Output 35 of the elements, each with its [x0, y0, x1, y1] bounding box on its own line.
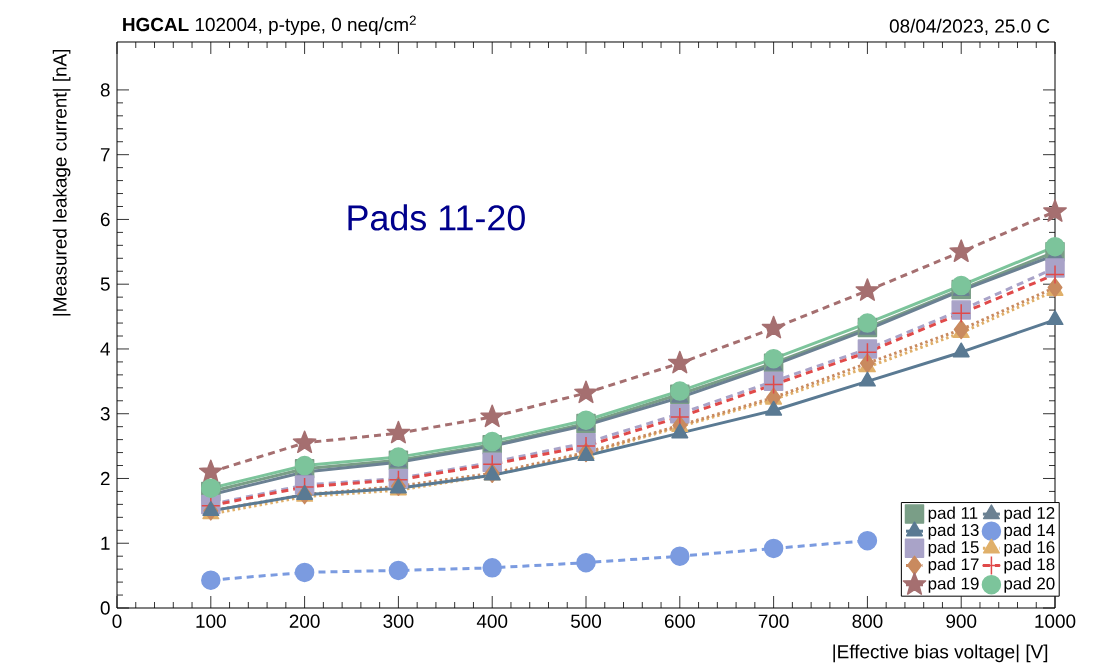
x-tick-label: 700 [758, 614, 789, 628]
legend-label: pad 19 [928, 577, 979, 593]
y-tick-label: 2 [100, 471, 110, 486]
x-tick-label: 500 [570, 614, 602, 628]
legend-label: pad 18 [1004, 557, 1055, 574]
legend-label: pad 17 [928, 557, 979, 574]
legend-label: pad 13 [928, 523, 979, 540]
x-tick-label: 900 [946, 614, 977, 628]
chart-title: HGCAL 102004, p-type, 0 neq/cm$^{2}$ [123, 15, 416, 35]
x-tick-label: 600 [664, 614, 695, 628]
y-tick-label: 1 [101, 536, 110, 550]
legend-label: pad 14 [1004, 523, 1055, 540]
y-tick-label: 8 [100, 83, 110, 97]
legend-label: pad 15 [928, 540, 979, 557]
y-tick-label: 4 [100, 342, 110, 356]
y-tick-label: 6 [100, 212, 110, 227]
y-tick-label: 0 [100, 601, 110, 615]
x-tick-label: 1000 [1035, 614, 1076, 628]
legend-label: pad 20 [1004, 577, 1055, 593]
y-axis-title: |Measured leakage current| [nA] [52, 49, 71, 316]
x-tick-label: 0 [112, 614, 122, 628]
x-tick-label: 300 [383, 614, 414, 628]
legend-label: pad 12 [1004, 506, 1055, 523]
legend-label: pad 16 [1004, 540, 1055, 557]
x-tick-label: 800 [852, 614, 883, 628]
y-tick-label: 5 [100, 277, 110, 291]
x-tick-label: 200 [289, 614, 320, 628]
annotation: Pads 11-20 [348, 204, 525, 231]
legend-label: pad 11 [928, 506, 978, 523]
y-tick-label: 3 [100, 407, 110, 421]
x-axis-title: |Effective bias voltage| [V] [833, 644, 1048, 663]
x-tick-label: 400 [476, 614, 508, 628]
x-tick-label: 100 [196, 614, 226, 628]
y-tick-label: 7 [100, 148, 110, 162]
chart-subtitle: 08/04/2023, 25.0 C [889, 18, 1050, 36]
